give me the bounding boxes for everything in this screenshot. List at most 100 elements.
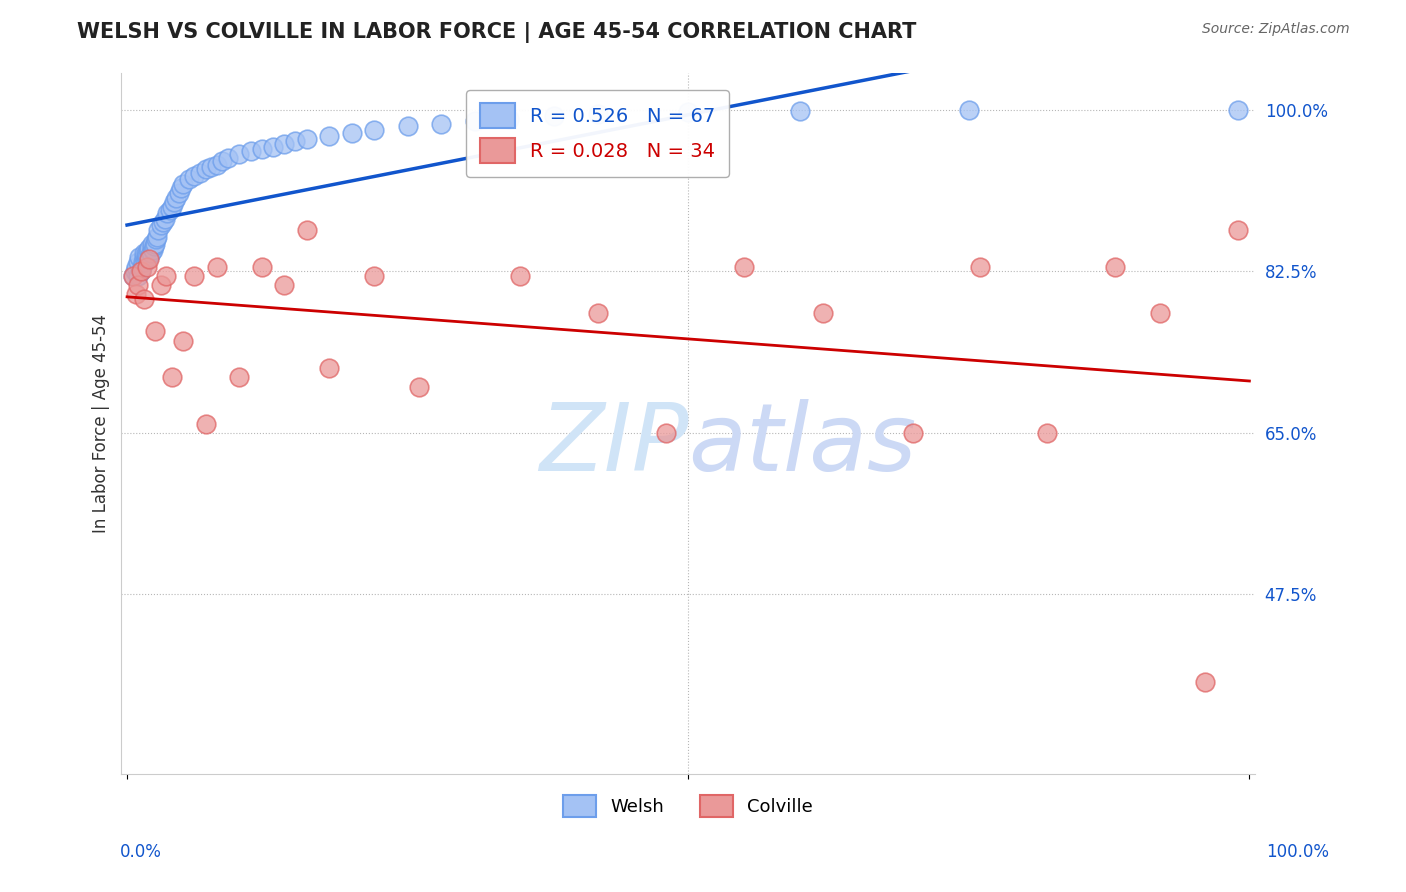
- Text: WELSH VS COLVILLE IN LABOR FORCE | AGE 45-54 CORRELATION CHART: WELSH VS COLVILLE IN LABOR FORCE | AGE 4…: [77, 22, 917, 44]
- Point: [1149, 306, 1171, 320]
- Point: [211, 153, 233, 168]
- Point: [156, 206, 179, 220]
- Point: [1036, 425, 1059, 440]
- Point: [273, 136, 295, 151]
- Point: [125, 260, 148, 274]
- Point: [318, 361, 340, 376]
- Point: [1104, 260, 1126, 274]
- Point: [205, 260, 228, 274]
- Point: [138, 241, 160, 255]
- Point: [127, 268, 149, 283]
- Point: [363, 268, 385, 283]
- Point: [135, 251, 157, 265]
- Point: [1194, 674, 1216, 689]
- Point: [127, 255, 149, 269]
- Point: [295, 132, 318, 146]
- Point: [177, 172, 200, 186]
- Point: [167, 186, 190, 200]
- Point: [139, 245, 162, 260]
- Point: [132, 255, 155, 269]
- Point: [273, 278, 295, 293]
- Point: [135, 245, 157, 260]
- Point: [250, 260, 273, 274]
- Legend: Welsh, Colville: Welsh, Colville: [557, 789, 820, 825]
- Point: [262, 140, 284, 154]
- Point: [160, 200, 183, 214]
- Point: [170, 181, 193, 195]
- Text: ZIP: ZIP: [538, 399, 688, 490]
- Point: [295, 223, 318, 237]
- Point: [228, 370, 250, 384]
- Point: [1227, 103, 1250, 117]
- Point: [1227, 223, 1250, 237]
- Point: [146, 230, 169, 244]
- Point: [128, 251, 150, 265]
- Point: [340, 126, 363, 140]
- Point: [142, 243, 165, 257]
- Point: [127, 278, 149, 293]
- Point: [143, 239, 166, 253]
- Point: [543, 109, 565, 123]
- Point: [132, 292, 155, 306]
- Point: [131, 260, 153, 274]
- Point: [396, 120, 419, 134]
- Point: [408, 379, 430, 393]
- Point: [136, 252, 159, 267]
- Point: [733, 260, 755, 274]
- Text: 0.0%: 0.0%: [120, 843, 162, 861]
- Point: [121, 268, 143, 283]
- Point: [183, 268, 205, 283]
- Point: [124, 264, 146, 278]
- Point: [228, 147, 250, 161]
- Point: [250, 142, 273, 156]
- Point: [165, 190, 187, 204]
- Point: [588, 107, 610, 121]
- Point: [957, 103, 980, 117]
- Point: [145, 232, 167, 246]
- Point: [430, 117, 453, 131]
- Point: [152, 215, 174, 229]
- Point: [194, 161, 217, 176]
- Point: [676, 104, 699, 119]
- Point: [148, 223, 170, 237]
- Point: [149, 278, 172, 293]
- Point: [141, 241, 163, 255]
- Point: [143, 324, 166, 338]
- Point: [132, 245, 155, 260]
- Point: [655, 425, 678, 440]
- Y-axis label: In Labor Force | Age 45-54: In Labor Force | Age 45-54: [93, 314, 110, 533]
- Point: [138, 252, 160, 267]
- Point: [155, 268, 177, 283]
- Point: [129, 264, 152, 278]
- Point: [217, 151, 239, 165]
- Text: Source: ZipAtlas.com: Source: ZipAtlas.com: [1202, 22, 1350, 37]
- Point: [588, 306, 610, 320]
- Point: [138, 251, 160, 265]
- Point: [789, 103, 811, 118]
- Point: [200, 160, 222, 174]
- Point: [160, 370, 183, 384]
- Point: [136, 260, 159, 274]
- Point: [284, 134, 307, 148]
- Point: [239, 145, 262, 159]
- Point: [172, 177, 194, 191]
- Text: 100.0%: 100.0%: [1265, 843, 1329, 861]
- Point: [172, 334, 194, 348]
- Point: [141, 236, 163, 251]
- Point: [194, 417, 217, 431]
- Point: [163, 195, 186, 210]
- Point: [811, 306, 834, 320]
- Point: [129, 264, 152, 278]
- Point: [205, 158, 228, 172]
- Point: [498, 112, 520, 127]
- Point: [132, 251, 155, 265]
- Point: [125, 287, 148, 301]
- Point: [509, 268, 531, 283]
- Point: [134, 255, 156, 269]
- Point: [901, 425, 924, 440]
- Point: [143, 236, 166, 251]
- Point: [136, 248, 159, 262]
- Point: [363, 123, 385, 137]
- Point: [155, 211, 177, 226]
- Text: atlas: atlas: [688, 399, 917, 490]
